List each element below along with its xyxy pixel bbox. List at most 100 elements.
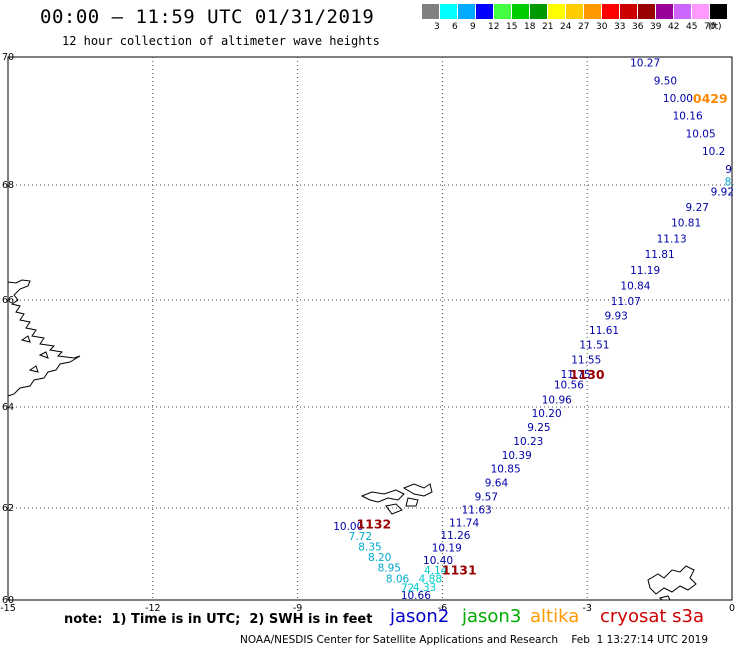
lon-tick-label: -3 bbox=[582, 603, 591, 614]
scale-swatch bbox=[458, 4, 475, 19]
lat-tick-label: 70 bbox=[2, 52, 14, 63]
scale-swatch bbox=[620, 4, 637, 19]
scale-swatch bbox=[548, 4, 565, 19]
wave-height-value: 11.19 bbox=[630, 265, 660, 277]
scale-swatch bbox=[710, 4, 727, 19]
wave-height-value: 8.06 bbox=[386, 574, 410, 586]
legend-altika: altika bbox=[530, 606, 580, 627]
scale-swatch bbox=[440, 4, 457, 19]
wave-height-value: 11.75 bbox=[561, 369, 591, 381]
scale-swatch bbox=[512, 4, 529, 19]
scale-swatch bbox=[638, 4, 655, 19]
scale-swatch bbox=[566, 4, 583, 19]
scale-label: 15 bbox=[506, 22, 518, 32]
wave-height-value: 9.25 bbox=[527, 422, 550, 434]
pass-time-label: 1130 bbox=[570, 367, 605, 382]
wave-height-value: 8. bbox=[725, 177, 735, 189]
wave-height-value: 11.61 bbox=[589, 325, 619, 337]
wave-height-value: 10.40 bbox=[423, 555, 453, 567]
coastline-greenland-islets bbox=[20, 335, 49, 373]
scale-label: 6 bbox=[452, 22, 458, 32]
scale-label: 39 bbox=[650, 22, 662, 32]
scale-label: 24 bbox=[560, 22, 572, 32]
wave-height-value: 11.55 bbox=[571, 355, 601, 367]
scale-label: 27 bbox=[578, 22, 590, 32]
wave-height-value: 9.93 bbox=[604, 310, 627, 322]
wave-height-measurements: 10.27 9.50 10.00 10.16 10.05 10.298.9.929.27 1… bbox=[333, 58, 734, 602]
axis-tick-labels: -15 -12 -9 -6 -3 0 60 62 64 66 68 70 bbox=[0, 52, 735, 614]
map-frame bbox=[7, 56, 733, 601]
wave-height-value: 10.23 bbox=[513, 436, 543, 448]
scale-swatch bbox=[602, 4, 619, 19]
wave-height-value: 11.26 bbox=[440, 530, 470, 542]
pass-time-label: 0429 bbox=[693, 91, 728, 106]
lon-tick-label: -15 bbox=[0, 603, 16, 614]
wave-height-value: 9.57 bbox=[475, 491, 498, 503]
scale-label: 18 bbox=[524, 22, 536, 32]
coastline-greenland bbox=[7, 279, 81, 397]
scale-label: (ft) bbox=[708, 22, 722, 32]
lon-tick-label: -9 bbox=[293, 603, 302, 614]
scale-label: 9 bbox=[470, 22, 476, 32]
legend-jason2: jason2 bbox=[390, 606, 450, 627]
wave-height-value: 9 bbox=[725, 164, 732, 176]
scale-label: 30 bbox=[596, 22, 608, 32]
wave-height-value: 10.2 bbox=[702, 146, 725, 158]
wave-height-value: 11.07 bbox=[611, 296, 641, 308]
lat-tick-label: 64 bbox=[2, 402, 14, 413]
wave-height-value: 11.74 bbox=[449, 517, 479, 529]
scale-label: 33 bbox=[614, 22, 626, 32]
satellite-pass-labels: 0429 1130 1131 1132 bbox=[356, 91, 727, 578]
wave-height-value: 11.51 bbox=[579, 340, 609, 352]
lat-tick-label: 68 bbox=[2, 180, 14, 191]
scale-swatch bbox=[530, 4, 547, 19]
wave-height-value: 4.88 bbox=[419, 574, 442, 586]
coastline-faroe-islands bbox=[360, 483, 433, 515]
wave-height-value: 9.50 bbox=[654, 76, 677, 88]
scale-label: 42 bbox=[668, 22, 680, 32]
wave-height-value: 10.00 bbox=[333, 521, 363, 533]
legend-cryosat-s3a: cryosat s3a bbox=[600, 606, 705, 627]
graticule bbox=[8, 57, 732, 600]
scale-swatch bbox=[494, 4, 511, 19]
wave-height-value: 8.35 bbox=[358, 541, 381, 553]
scale-label: 12 bbox=[488, 22, 500, 32]
wave-height-value: 10.96 bbox=[542, 394, 572, 406]
scale-label: 45 bbox=[686, 22, 698, 32]
wave-height-value: 10.66 bbox=[401, 590, 431, 602]
wave-height-value: 4.33 bbox=[413, 582, 436, 594]
lon-tick-label: -12 bbox=[145, 603, 161, 614]
wave-height-value: 8.20 bbox=[368, 552, 391, 564]
wave-height-value: 7.72 bbox=[349, 531, 372, 543]
wave-height-value: 10.81 bbox=[671, 217, 701, 229]
map-title: 00:00 – 11:59 UTC 01/31/2019 bbox=[40, 6, 375, 28]
wave-height-value: 10.56 bbox=[554, 379, 584, 391]
lat-tick-label: 60 bbox=[2, 595, 14, 606]
wave-height-value: 10.20 bbox=[532, 408, 562, 420]
wave-height-value: 9.27 bbox=[686, 202, 709, 214]
scale-swatch bbox=[692, 4, 709, 19]
footer-note: note: 1) Time is in UTC; 2) SWH is in fe… bbox=[64, 612, 373, 627]
scale-swatch bbox=[422, 4, 439, 19]
coastlines bbox=[7, 279, 697, 601]
wave-height-value: 11.13 bbox=[657, 234, 687, 246]
pass-time-label: 1131 bbox=[442, 563, 477, 578]
scale-label: 21 bbox=[542, 22, 554, 32]
lon-tick-label: -6 bbox=[438, 603, 447, 614]
wave-height-value: 10.16 bbox=[673, 111, 703, 123]
wave-height-value: 9.92 bbox=[711, 186, 734, 198]
wave-height-value: 4.14 bbox=[424, 565, 448, 577]
wave-height-value: 9.64 bbox=[485, 477, 509, 489]
wave-height-value: 10.19 bbox=[432, 543, 462, 555]
scale-swatch bbox=[674, 4, 691, 19]
scale-label: 36 bbox=[632, 22, 644, 32]
lat-tick-label: 62 bbox=[2, 503, 14, 514]
scale-swatch bbox=[656, 4, 673, 19]
wave-height-value: 10.27 bbox=[630, 58, 660, 70]
wave-height-value: 10.39 bbox=[502, 450, 532, 462]
lon-tick-label: 0 bbox=[729, 603, 735, 614]
map-subtitle: 12 hour collection of altimeter wave hei… bbox=[62, 34, 380, 48]
wave-height-value: 10.85 bbox=[491, 464, 521, 476]
footer-credit: NOAA/NESDIS Center for Satellite Applica… bbox=[240, 634, 708, 646]
